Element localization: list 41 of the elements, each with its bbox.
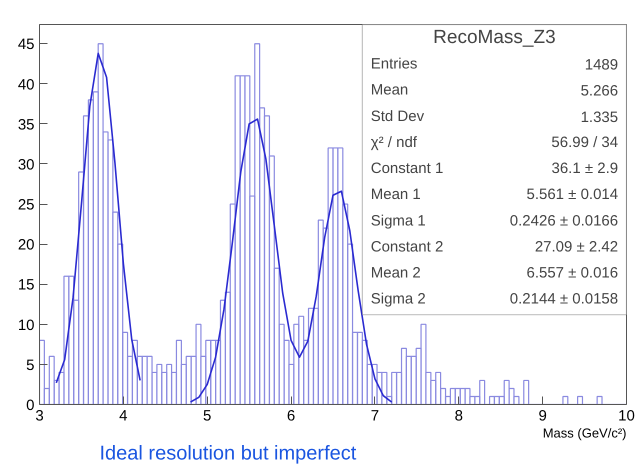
- annotation: 36.1 ± 2.9: [552, 160, 618, 178]
- annotation: 5.561 ± 0.014: [526, 186, 618, 204]
- x-tick-label: 3: [35, 408, 44, 424]
- text: Ideal resolution but imperfect: [100, 442, 357, 464]
- x-tick-label: 9: [538, 408, 547, 424]
- y-tick-label: 30: [18, 156, 35, 174]
- x-tick-label: 10: [618, 408, 635, 424]
- x-axis-title: Mass (GeV/c²): [542, 426, 627, 440]
- annotation: 1489: [584, 56, 618, 74]
- x-tick-label: 6: [286, 408, 296, 424]
- annotation: Std Dev: [370, 108, 425, 125]
- annotation: Sigma 1: [370, 212, 426, 230]
- y-tick-label: 15: [18, 276, 35, 294]
- y-tick-label: 25: [18, 196, 35, 214]
- x-tick-label: 4: [119, 408, 128, 424]
- y-tick-label: 0: [26, 397, 34, 414]
- y-tick-label: 5: [26, 356, 34, 374]
- y-tick-label: 40: [18, 76, 35, 94]
- annotation: 56.99 / 34: [551, 134, 618, 151]
- y-tick-label: 20: [18, 236, 35, 254]
- annotation: Entries: [370, 56, 418, 73]
- x-tick-label: 7: [370, 408, 380, 424]
- x-tick-label: 8: [454, 408, 463, 424]
- annotation: Mean 1: [370, 186, 421, 204]
- annotation: 1.335: [580, 108, 618, 126]
- x-tick-label: 5: [203, 408, 212, 424]
- y-tick-label: 45: [18, 36, 35, 54]
- annotation: χ² / ndf: [370, 134, 418, 151]
- annotation: 5.266: [580, 82, 618, 100]
- chart-title: RecoMass_Z3: [433, 27, 556, 48]
- annotation: Mean 2: [370, 264, 421, 282]
- y-tick-label: 35: [18, 116, 35, 134]
- annotation: 27.09 ± 2.42: [534, 238, 618, 256]
- annotation: Constant 1: [370, 160, 444, 178]
- annotation: 6.557 ± 0.016: [526, 264, 618, 282]
- annotation: Mean: [370, 82, 408, 99]
- annotation: 0.2144 ± 0.0158: [510, 290, 618, 308]
- annotation: 0.2426 ± 0.0166: [510, 212, 618, 230]
- annotation: Sigma 2: [370, 290, 426, 308]
- annotation: Constant 2: [370, 238, 444, 256]
- y-tick-label: 10: [18, 316, 35, 334]
